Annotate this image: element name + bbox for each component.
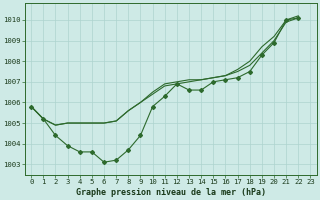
- X-axis label: Graphe pression niveau de la mer (hPa): Graphe pression niveau de la mer (hPa): [76, 188, 266, 197]
